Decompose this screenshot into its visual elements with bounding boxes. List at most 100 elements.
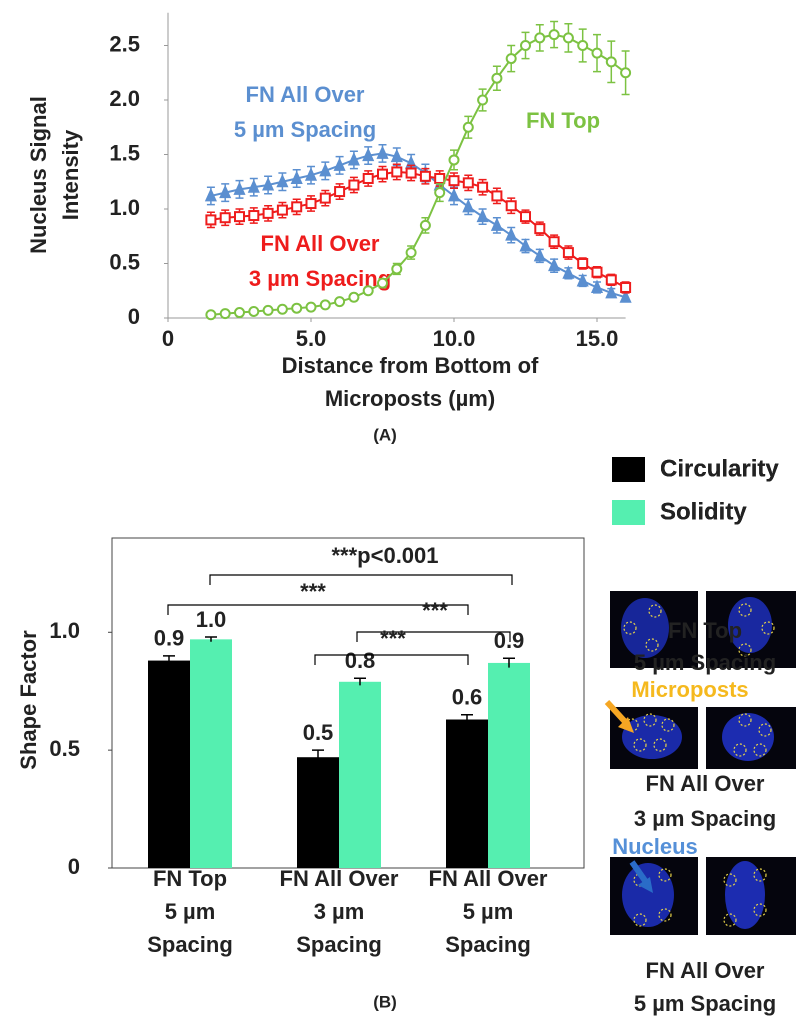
marker — [405, 167, 417, 179]
marker — [390, 148, 403, 163]
y-tick-label: 1.0 — [109, 195, 140, 220]
error-bar — [205, 636, 217, 642]
marker — [348, 179, 360, 191]
series-label: FN Top — [526, 108, 600, 133]
x-tick-label: 0 — [162, 326, 174, 351]
marker — [247, 179, 260, 193]
legend-label: Solidity — [660, 498, 747, 525]
y-tick-label: 0 — [128, 304, 140, 329]
y-tick-label: 0 — [68, 854, 80, 879]
marker — [520, 211, 531, 223]
marker — [477, 94, 489, 106]
legend-label: Circularity — [660, 455, 779, 482]
value-label: 1.0 — [196, 607, 227, 632]
marker — [548, 29, 560, 41]
image-label: FN All Over — [646, 771, 765, 796]
error-bar — [163, 655, 175, 666]
legend-swatch — [612, 500, 645, 525]
marker — [262, 207, 274, 219]
legend-label: Solidity — [660, 498, 747, 525]
marker — [234, 307, 245, 319]
marker — [419, 219, 431, 231]
marker — [534, 223, 546, 235]
value-label: 0.8 — [345, 648, 376, 673]
marker — [333, 157, 346, 171]
bracket — [167, 604, 469, 615]
marker — [519, 238, 532, 252]
marker — [562, 247, 574, 259]
x-tick-label: 5.0 — [296, 326, 327, 351]
marker — [477, 181, 489, 193]
marker — [491, 72, 503, 84]
marker — [533, 247, 546, 262]
marker — [562, 32, 574, 44]
marker — [548, 236, 560, 248]
marker — [562, 265, 575, 279]
marker — [447, 187, 461, 202]
marker — [262, 304, 274, 316]
caption: (A) — [373, 425, 397, 444]
significance-label: *** — [300, 579, 326, 604]
marker — [219, 184, 232, 199]
marker — [505, 53, 517, 65]
error-bar — [503, 657, 515, 668]
caption: (B) — [373, 992, 397, 1011]
marker — [248, 210, 260, 222]
image-label: 3 µm Spacing — [634, 806, 776, 831]
series-label: 5 µm Spacing — [234, 117, 376, 142]
x-axis-label: Microposts (µm) — [325, 386, 495, 411]
marker — [362, 172, 374, 184]
marker — [434, 187, 446, 199]
x-axis-label: Distance from Bottom of — [282, 353, 539, 378]
marker — [334, 296, 346, 308]
marker — [577, 258, 589, 269]
marker — [377, 277, 388, 289]
x-tick-label: 15.0 — [576, 326, 619, 351]
marker — [619, 289, 632, 303]
y-tick-label: 0.5 — [109, 249, 140, 274]
significance-label: *** — [380, 626, 406, 651]
x-tick-label: 5 µm — [463, 899, 514, 924]
marker — [276, 204, 288, 216]
marker — [319, 162, 332, 177]
marker — [605, 284, 618, 299]
marker — [548, 257, 561, 272]
marker — [304, 167, 318, 181]
marker — [577, 40, 589, 51]
marker — [591, 47, 603, 59]
callout: Microposts — [631, 677, 748, 702]
y-tick-label: 2.0 — [109, 86, 140, 111]
marker — [391, 166, 403, 178]
marker — [276, 303, 288, 315]
marker — [448, 175, 460, 187]
marker — [362, 147, 375, 162]
y-tick-label: 2.5 — [109, 31, 140, 56]
marker — [491, 190, 503, 202]
image-label: 5 µm Spacing — [634, 991, 776, 1016]
marker — [448, 154, 460, 166]
image-label: FN All Over — [646, 958, 765, 983]
marker — [319, 192, 331, 204]
bracket — [314, 654, 469, 665]
x-tick-label: 5 µm — [165, 899, 216, 924]
marker — [219, 308, 231, 320]
marker — [276, 173, 289, 188]
series-label: FN All Over — [246, 82, 365, 107]
marker — [233, 181, 246, 195]
marker — [534, 32, 546, 44]
value-label: 0.5 — [303, 720, 334, 745]
marker — [319, 299, 331, 311]
marker — [590, 279, 604, 293]
significance-label: ***p<0.001 — [331, 543, 438, 568]
legend-label: Solidity — [660, 498, 747, 525]
bracket — [356, 631, 511, 642]
marker — [334, 186, 346, 198]
marker — [505, 227, 518, 241]
marker — [462, 177, 474, 189]
marker — [219, 212, 231, 224]
marker — [248, 305, 260, 317]
error-bar — [461, 714, 473, 725]
bar — [339, 681, 381, 868]
